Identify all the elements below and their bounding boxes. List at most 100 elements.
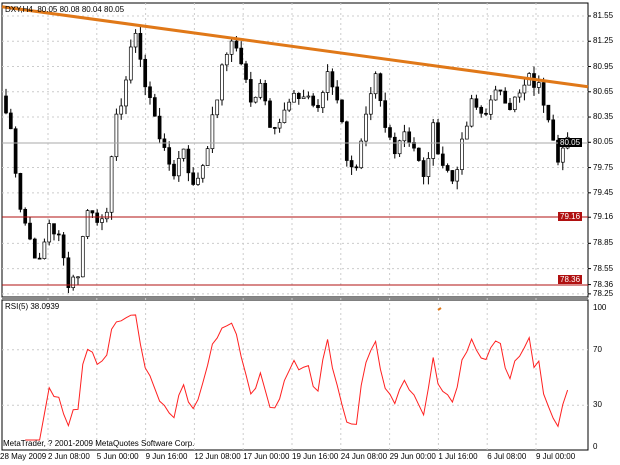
candle bbox=[176, 158, 181, 177]
candle bbox=[301, 96, 306, 99]
level-tag-79-16: 79.16 bbox=[558, 212, 583, 221]
time-tick: 19 Jun 16:00 bbox=[292, 452, 339, 461]
candle bbox=[167, 147, 172, 165]
price-tick: 80.65 bbox=[593, 86, 614, 96]
candle bbox=[392, 136, 397, 155]
candle bbox=[229, 40, 234, 55]
candle bbox=[42, 241, 47, 259]
candle bbox=[100, 218, 104, 223]
price-tick: 81.25 bbox=[593, 36, 614, 46]
candle bbox=[412, 142, 416, 149]
price-tick: 78.25 bbox=[593, 288, 614, 298]
candle bbox=[13, 128, 18, 174]
candle bbox=[354, 166, 359, 169]
candle bbox=[373, 73, 378, 95]
candle bbox=[522, 84, 527, 94]
candle bbox=[488, 99, 493, 115]
pane-separator[interactable] bbox=[2, 297, 588, 300]
candle bbox=[512, 96, 517, 110]
candle bbox=[560, 147, 565, 163]
time-tick: 6 Jul 08:00 bbox=[487, 452, 527, 461]
time-tick: 12 Jun 08:00 bbox=[194, 452, 241, 461]
candle bbox=[316, 104, 320, 109]
candle bbox=[436, 122, 440, 155]
candle bbox=[292, 92, 296, 103]
grid bbox=[2, 3, 591, 450]
rsi-line bbox=[25, 314, 569, 441]
candle bbox=[196, 177, 200, 185]
price-tick: 81.55 bbox=[593, 11, 614, 20]
time-tick: 9 Jun 16:00 bbox=[145, 452, 188, 461]
candle bbox=[311, 95, 316, 106]
candle bbox=[364, 113, 368, 142]
candle bbox=[95, 212, 100, 223]
time-tick: 1 Jul 16:00 bbox=[438, 452, 478, 461]
candle bbox=[52, 223, 56, 235]
candle bbox=[234, 40, 239, 49]
candle bbox=[450, 170, 455, 182]
candle bbox=[431, 122, 436, 159]
trendline[interactable] bbox=[1, 5, 589, 89]
candle bbox=[416, 147, 421, 161]
candle bbox=[460, 138, 464, 170]
time-tick: 9 Jul 00:00 bbox=[536, 452, 576, 461]
price-tick: 78.36 bbox=[593, 279, 614, 289]
candle bbox=[440, 153, 445, 166]
candle bbox=[47, 223, 52, 243]
candle bbox=[23, 208, 28, 224]
candle bbox=[455, 169, 460, 182]
rsi-tick: 100 bbox=[593, 303, 607, 312]
candle bbox=[551, 119, 556, 141]
candle bbox=[56, 233, 61, 236]
current-price-tag: 80.05 bbox=[558, 138, 583, 147]
candle bbox=[541, 82, 546, 106]
candle bbox=[445, 165, 450, 171]
candle bbox=[80, 236, 85, 278]
time-tick: 2 Jun 08:00 bbox=[48, 452, 90, 461]
candle bbox=[181, 148, 186, 159]
candle bbox=[503, 90, 508, 104]
candle bbox=[306, 95, 311, 98]
candle bbox=[4, 95, 8, 114]
candle bbox=[277, 122, 282, 129]
candle bbox=[157, 115, 162, 140]
candle bbox=[119, 105, 124, 115]
candle bbox=[138, 32, 143, 60]
candle bbox=[85, 210, 90, 237]
candles bbox=[4, 26, 570, 294]
candle bbox=[37, 257, 42, 260]
candle bbox=[224, 53, 229, 66]
candle bbox=[90, 210, 95, 214]
candle bbox=[244, 63, 248, 80]
candle bbox=[287, 101, 292, 111]
price-tick: 80.05 bbox=[593, 137, 614, 147]
chart-header: DXY,H4 80.05 80.08 80.04 80.05 bbox=[5, 6, 124, 14]
candle bbox=[388, 127, 392, 138]
candle bbox=[128, 46, 133, 81]
level-tag-78-36: 78.36 bbox=[558, 275, 583, 284]
candle bbox=[469, 98, 474, 127]
price-tick: 78.85 bbox=[593, 238, 614, 248]
symbol-label: DXY,H4 bbox=[5, 5, 33, 14]
candle bbox=[378, 73, 383, 102]
candle bbox=[143, 58, 148, 88]
candle bbox=[148, 86, 152, 98]
candle bbox=[191, 172, 196, 185]
price-tick: 79.45 bbox=[593, 187, 614, 197]
copyright: MetaTrader, ? 2001-2009 MetaQuotes Softw… bbox=[3, 439, 195, 448]
candle bbox=[263, 82, 268, 102]
candle bbox=[325, 71, 330, 93]
candle bbox=[359, 140, 364, 169]
candle bbox=[133, 32, 138, 48]
candle bbox=[215, 99, 220, 116]
candle bbox=[536, 82, 541, 88]
candle bbox=[268, 100, 272, 128]
price-tick: 80.95 bbox=[593, 61, 614, 71]
candle bbox=[383, 100, 388, 128]
price-tick: 80.35 bbox=[593, 112, 614, 122]
candle bbox=[479, 106, 484, 114]
price-tick: 78.55 bbox=[593, 263, 614, 273]
rsi-tick: 70 bbox=[593, 344, 602, 354]
rsi-pane bbox=[1, 299, 589, 451]
